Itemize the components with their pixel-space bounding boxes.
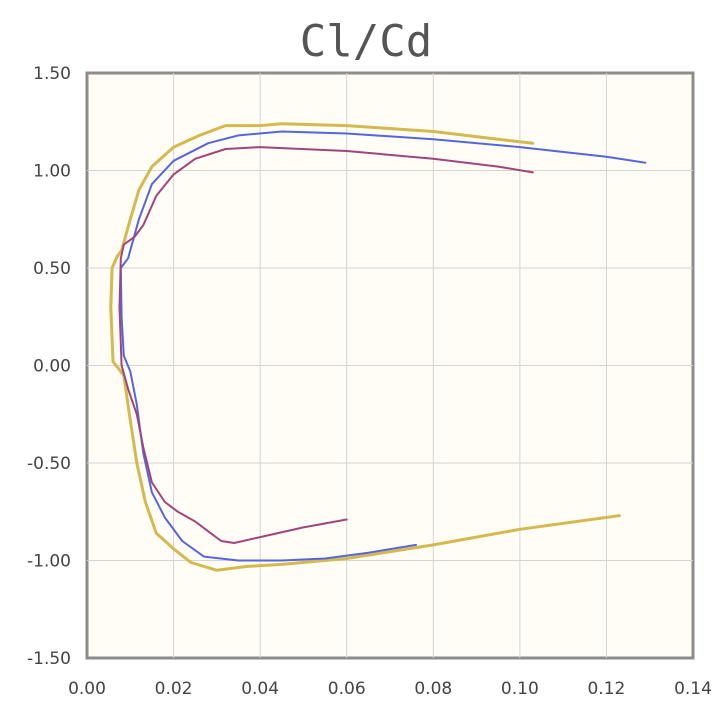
x-tick-label: 0.06 (328, 679, 366, 699)
x-tick-label: 0.00 (68, 679, 106, 699)
grid (87, 73, 693, 658)
y-axis-ticks: 1.50 1.00 0.50 0.00 -0.50 -1.00 -1.50 (27, 64, 71, 669)
x-tick-label: 0.02 (155, 679, 193, 699)
y-tick-label: -1.00 (27, 552, 71, 572)
x-tick-label: 0.14 (674, 679, 712, 699)
series-layer (109, 122, 647, 572)
x-tick-label: 0.10 (501, 679, 539, 699)
y-tick-label: -0.50 (27, 454, 71, 474)
y-tick-label: 1.00 (33, 162, 71, 182)
x-tick-label: 0.12 (587, 679, 625, 699)
x-axis-ticks: 0.00 0.02 0.04 0.06 0.08 0.10 0.12 0.14 (68, 679, 712, 699)
y-tick-label: 1.50 (33, 64, 71, 84)
y-tick-label: -1.50 (27, 649, 71, 669)
x-tick-label: 0.04 (241, 679, 279, 699)
series-line-1 (109, 122, 621, 572)
series-line-2 (119, 130, 647, 562)
series-line-3 (118, 146, 534, 544)
chart-title: Cl/Cd (300, 16, 432, 67)
y-tick-label: 0.50 (33, 259, 71, 279)
x-tick-label: 0.08 (414, 679, 452, 699)
y-tick-label: 0.00 (33, 357, 71, 377)
